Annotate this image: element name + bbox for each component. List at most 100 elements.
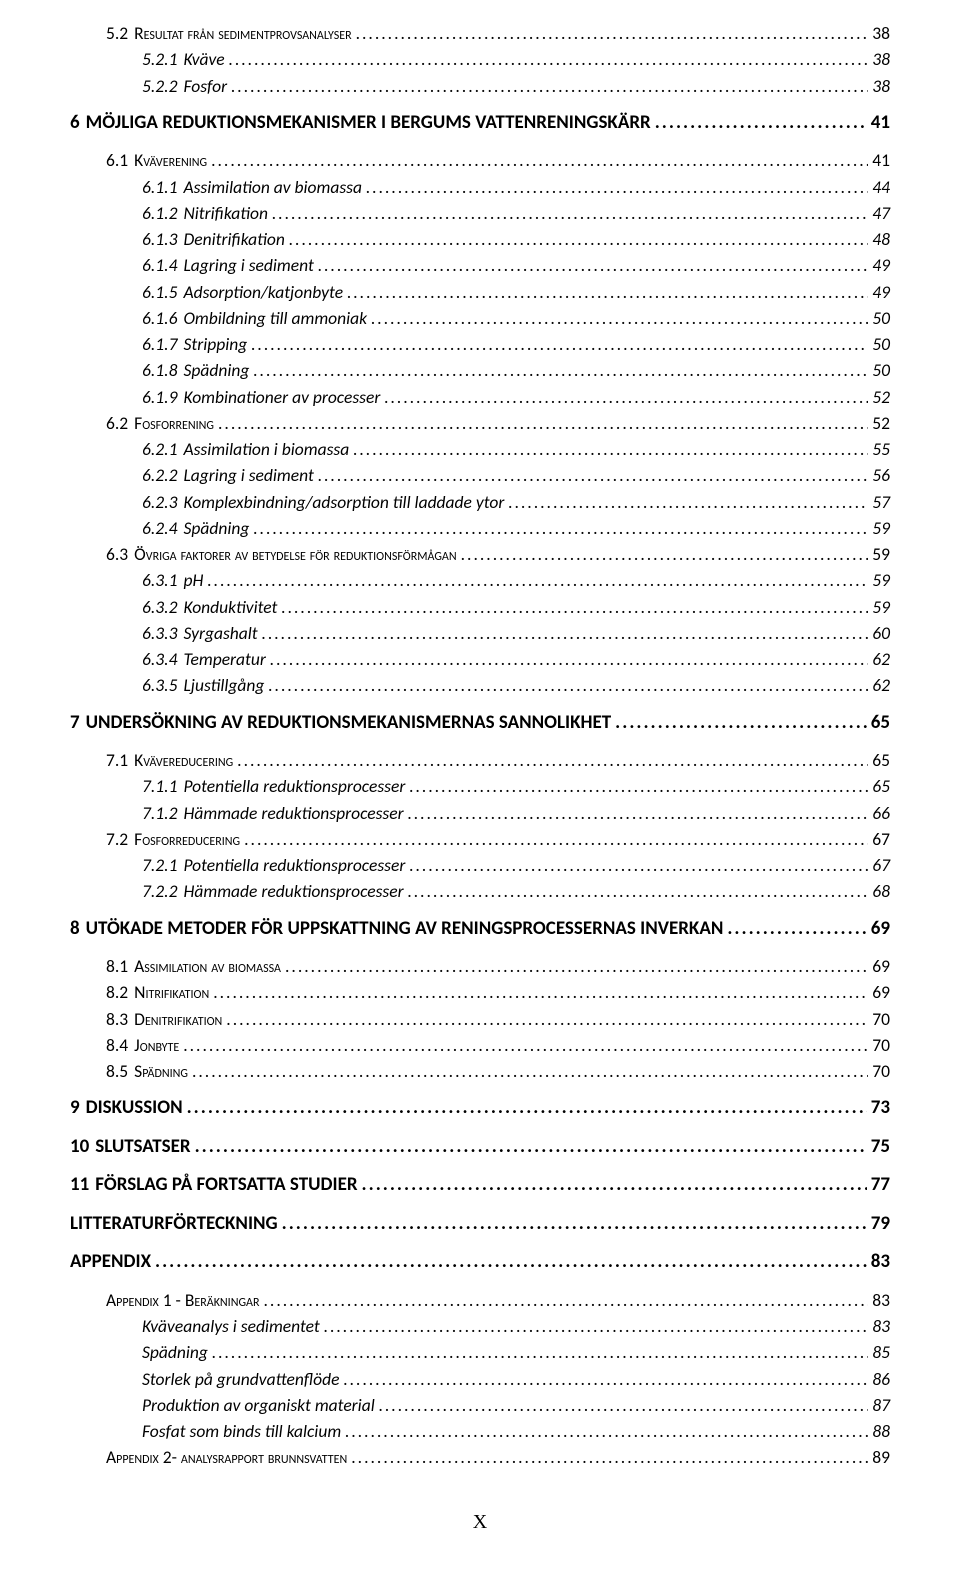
toc-entry-number: 6.3.2 [142,594,177,620]
toc-leader-dots [508,489,868,515]
toc-entry[interactable]: 7.1.2Hämmade reduktionsprocesser66 [70,800,890,826]
toc-entry[interactable]: 6.3.5Ljustillgång62 [70,672,890,698]
toc-leader-dots [384,384,868,410]
toc-entry[interactable]: 7.1Kvävereducering65 [70,747,890,773]
toc-entry[interactable]: 6.1.6Ombildning till ammoniak50 [70,305,890,331]
toc-entry[interactable]: 8.4Jonbyte70 [70,1032,890,1058]
toc-entry[interactable]: 6.1.3Denitrifikation48 [70,226,890,252]
toc-entry-page: 60 [872,620,890,646]
toc-entry[interactable]: 6.1.7Stripping50 [70,331,890,357]
toc-entry[interactable]: 6MÖJLIGA REDUKTIONSMEKANISMER I BERGUMS … [70,109,890,138]
toc-entry-number: 6.2 [106,410,128,436]
toc-entry[interactable]: 5.2.1Kväve38 [70,46,890,72]
toc-leader-dots [655,109,867,138]
toc-entry-title: Hämmade reduktionsprocesser [183,878,403,904]
toc-entry-page: 83 [872,1313,890,1339]
toc-entry-page: 50 [872,331,890,357]
toc-entry-title: Denitrifikation [183,226,284,252]
toc-entry[interactable]: 6.1.5Adsorption/katjonbyte49 [70,279,890,305]
toc-entry-page: 75 [871,1133,890,1162]
toc-leader-dots [187,1094,867,1123]
toc-entry[interactable]: Appendix 1 - Beräkningar83 [70,1287,890,1313]
toc-leader-dots [324,1313,868,1339]
toc-entry[interactable]: 5.2Resultat från sedimentprovsanalyser38 [70,20,890,46]
toc-entry-number: 8.5 [106,1058,128,1084]
toc-leader-dots [231,73,868,99]
toc-entry[interactable]: 6.1.8Spädning50 [70,357,890,383]
toc-entry-title: Hämmade reduktionsprocesser [183,800,403,826]
toc-leader-dots [343,1366,868,1392]
toc-entry[interactable]: 7.2.2Hämmade reduktionsprocesser68 [70,878,890,904]
toc-entry[interactable]: 7.2.1Potentiella reduktionsprocesser67 [70,852,890,878]
toc-entry-title: Jonbyte [134,1032,179,1058]
toc-entry-number: 6.1.4 [142,252,177,278]
toc-entry-page: 59 [872,567,890,593]
toc-entry[interactable]: 6.1Kväverening41 [70,147,890,173]
toc-entry-number: 6.1 [106,147,128,173]
toc-entry[interactable]: Produktion av organiskt material87 [70,1392,890,1418]
toc-leader-dots [345,1418,868,1444]
toc-entry[interactable]: 6.1.9Kombinationer av processer52 [70,384,890,410]
toc-entry[interactable]: 6.1.1Assimilation av biomassa44 [70,174,890,200]
toc-entry[interactable]: 5.2.2Fosfor38 [70,73,890,99]
toc-entry[interactable]: Spädning85 [70,1339,890,1365]
toc-entry-title: Appendix 2- analysrapport brunnsvatten [106,1444,347,1470]
toc-entry[interactable]: 6.2.2Lagring i sediment56 [70,462,890,488]
toc-entry[interactable]: 11FÖRSLAG PÅ FORTSATTA STUDIER77 [70,1171,890,1200]
toc-entry[interactable]: 8.1Assimilation av biomassa69 [70,953,890,979]
toc-entry-title: Fosforreducering [134,826,240,852]
toc-entry-title: Kväveanalys i sedimentet [142,1313,320,1339]
toc-entry[interactable]: 6.3Övriga faktorer av betydelse för redu… [70,541,890,567]
toc-entry-number: 6.1.8 [142,357,177,383]
toc-entry-title: Kombinationer av processer [183,384,380,410]
toc-entry-title: Adsorption/katjonbyte [183,279,343,305]
toc-entry-title: DISKUSSION [86,1094,183,1123]
toc-entry[interactable]: 6.3.2Konduktivitet59 [70,594,890,620]
toc-entry-number: 9 [70,1094,80,1123]
toc-entry[interactable]: 6.1.4Lagring i sediment49 [70,252,890,278]
toc-entry-page: 38 [872,46,890,72]
toc-entry-page: 52 [872,384,890,410]
toc-entry[interactable]: 7.1.1Potentiella reduktionsprocesser65 [70,773,890,799]
toc-entry[interactable]: 6.1.2Nitrifikation47 [70,200,890,226]
toc-entry-number: 6.2.4 [142,515,177,541]
toc-leader-dots [347,279,868,305]
toc-entry[interactable]: 6.3.1pH59 [70,567,890,593]
toc-entry-page: 62 [872,646,890,672]
toc-entry[interactable]: 8.3Denitrifikation70 [70,1006,890,1032]
toc-entry-number: 7.2 [106,826,128,852]
toc-entry[interactable]: 10SLUTSATSER75 [70,1133,890,1162]
toc-entry[interactable]: Storlek på grundvattenflöde86 [70,1366,890,1392]
toc-entry[interactable]: 8UTÖKADE METODER FÖR UPPSKATTNING AV REN… [70,915,890,944]
toc-entry[interactable]: 9DISKUSSION73 [70,1094,890,1123]
toc-entry[interactable]: 6.2.4Spädning59 [70,515,890,541]
toc-entry[interactable]: 6.3.4Temperatur62 [70,646,890,672]
toc-entry[interactable]: 7.2Fosforreducering67 [70,826,890,852]
toc-entry[interactable]: 6.3.3Syrgashalt60 [70,620,890,646]
toc-entry-number: 7.2.2 [142,878,177,904]
toc-entry-number: 7.1 [106,747,128,773]
toc-leader-dots [263,1287,868,1313]
toc-entry-title: Appendix 1 - Beräkningar [106,1287,259,1313]
toc-leader-dots [195,1133,867,1162]
toc-leader-dots [318,462,868,488]
toc-entry[interactable]: Fosfat som binds till kalcium88 [70,1418,890,1444]
toc-entry[interactable]: 8.5Spädning70 [70,1058,890,1084]
toc-entry[interactable]: 8.2Nitrifikation69 [70,979,890,1005]
toc-entry[interactable]: Appendix 2- analysrapport brunnsvatten89 [70,1444,890,1470]
toc-entry-page: 48 [872,226,890,252]
toc-entry[interactable]: 7UNDERSÖKNING AV REDUKTIONSMEKANISMERNAS… [70,709,890,738]
toc-entry[interactable]: 6.2.1Assimilation i biomassa55 [70,436,890,462]
toc-entry[interactable]: Kväveanalys i sedimentet 83 [70,1313,890,1339]
toc-entry-page: 69 [871,915,890,944]
toc-entry[interactable]: 6.2Fosforrening52 [70,410,890,436]
toc-leader-dots [237,747,868,773]
toc-leader-dots [212,1339,868,1365]
toc-entry-page: 85 [872,1339,890,1365]
toc-leader-dots [155,1248,867,1277]
toc-entry-title: Spädning [183,357,249,383]
toc-entry[interactable]: LITTERATURFÖRTECKNING79 [70,1210,890,1239]
toc-entry[interactable]: APPENDIX83 [70,1248,890,1277]
toc-entry[interactable]: 6.2.3Komplexbindning/adsorption till lad… [70,489,890,515]
toc-entry-title: Syrgashalt [183,620,257,646]
